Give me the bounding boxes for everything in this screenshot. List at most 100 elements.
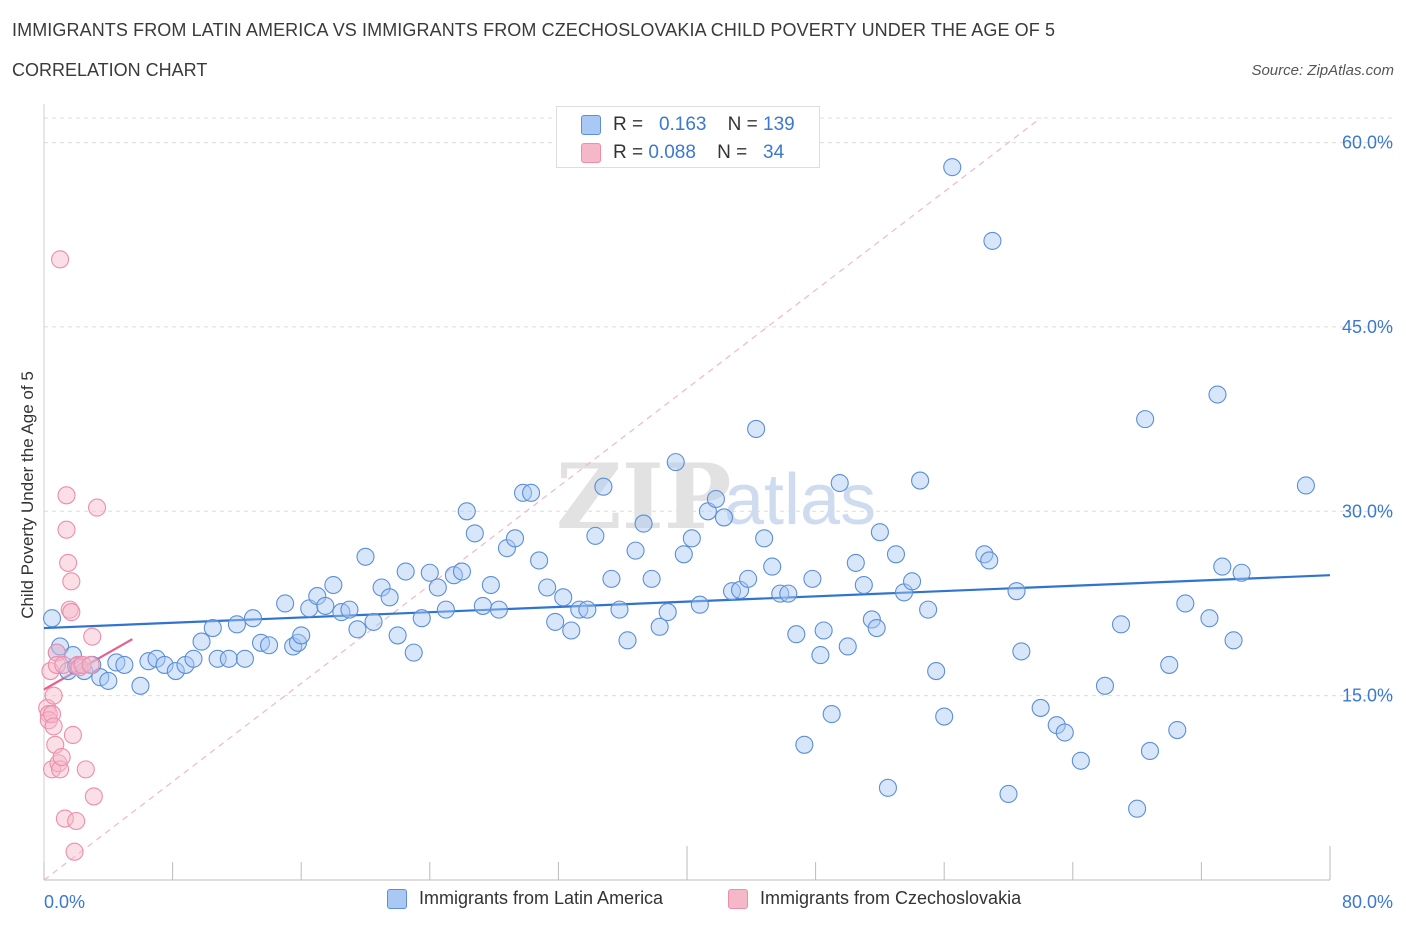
legend-label-czechoslovakia: Immigrants from Czechoslovakia — [760, 888, 1022, 908]
data-point — [340, 600, 359, 619]
r-value: 0.088 — [648, 142, 696, 163]
data-point — [166, 662, 185, 681]
data-point — [838, 637, 857, 656]
data-point — [42, 609, 62, 628]
data-point — [436, 600, 455, 619]
data-point — [1055, 723, 1074, 742]
data-point — [980, 551, 999, 570]
data-point — [54, 655, 73, 674]
series-latin-america — [42, 158, 1315, 818]
data-point — [62, 603, 81, 622]
data-point — [714, 508, 734, 527]
data-point — [522, 483, 541, 502]
data-point — [420, 563, 439, 582]
data-point — [983, 231, 1002, 250]
legend-swatch-czechoslovakia — [728, 888, 748, 909]
axes — [43, 104, 1331, 881]
stats-row-czechoslovakia: R = 0.088 N = 34 — [581, 139, 784, 167]
data-point — [404, 643, 423, 662]
x-tick-label: 0.0% — [44, 892, 85, 912]
data-point — [481, 575, 500, 595]
data-point — [155, 655, 174, 674]
legend-item-czechoslovakia[interactable]: Immigrants from Czechoslovakia — [728, 888, 1021, 909]
y-tick-label: 15.0% — [1342, 686, 1393, 706]
data-point — [1071, 751, 1090, 770]
data-point — [1012, 642, 1031, 661]
data-point — [927, 662, 946, 681]
n-label: N = — [717, 142, 748, 163]
data-point — [867, 618, 886, 638]
data-point — [87, 498, 107, 517]
data-point — [870, 523, 889, 542]
data-point — [779, 584, 798, 603]
data-point — [1224, 631, 1243, 650]
data-point — [594, 477, 613, 496]
data-point — [1200, 609, 1219, 628]
data-point — [919, 600, 938, 619]
data-point — [292, 626, 311, 645]
legend-item-latin-america[interactable]: Immigrants from Latin America — [387, 888, 663, 909]
series-czechoslovakia — [38, 250, 107, 861]
data-point — [586, 526, 605, 545]
trend-line-latin-america — [43, 574, 1331, 630]
data-point — [706, 489, 725, 509]
data-point — [862, 610, 881, 629]
data-point — [1176, 594, 1195, 613]
legend: Immigrants from Latin America Immigrants… — [0, 888, 1406, 918]
data-point — [562, 621, 581, 640]
data-point — [642, 569, 661, 588]
data-point — [814, 621, 833, 640]
data-point — [747, 419, 766, 438]
trend-lines — [43, 574, 1331, 691]
data-point — [830, 473, 849, 493]
data-point — [911, 471, 930, 490]
data-point — [1031, 698, 1050, 717]
n-value: 34 — [763, 142, 785, 163]
data-point — [76, 760, 95, 779]
data-point — [465, 524, 484, 543]
data-point — [658, 603, 677, 622]
data-point — [1007, 582, 1026, 601]
data-point — [473, 596, 492, 615]
data-point — [674, 545, 693, 564]
data-point — [203, 618, 222, 638]
y-tick-label: 30.0% — [1342, 501, 1393, 521]
data-point — [396, 562, 415, 581]
data-point — [811, 646, 830, 665]
reference-diagonal-line — [43, 117, 1042, 881]
data-point — [364, 612, 383, 631]
data-point — [70, 658, 89, 677]
data-point — [243, 609, 263, 628]
data-point — [44, 686, 63, 705]
data-point — [554, 588, 573, 607]
data-point — [63, 725, 82, 745]
chart-title: IMMIGRANTS FROM LATIN AMERICA VS IMMIGRA… — [12, 20, 1056, 40]
data-points — [38, 158, 1315, 861]
data-point — [44, 717, 63, 736]
data-point — [1160, 655, 1179, 674]
r-label: R = — [613, 142, 644, 163]
data-point — [878, 778, 897, 797]
data-point — [854, 575, 873, 595]
data-point — [1168, 721, 1187, 740]
data-point — [1296, 476, 1315, 495]
legend-label-latin-america: Immigrants from Latin America — [419, 888, 664, 908]
data-point — [610, 600, 629, 619]
data-point — [618, 631, 637, 650]
data-point — [348, 620, 367, 639]
data-point — [546, 612, 565, 631]
data-point — [634, 514, 653, 533]
data-point — [324, 575, 343, 595]
data-point — [131, 676, 150, 695]
watermark-atlas: atlas — [724, 460, 876, 540]
data-point — [356, 547, 375, 566]
data-point — [739, 569, 758, 588]
data-point — [1136, 410, 1155, 429]
data-point — [115, 655, 134, 674]
data-point — [975, 545, 994, 564]
legend-swatch-latin-america — [387, 888, 407, 909]
data-point — [67, 811, 86, 831]
data-point — [428, 578, 447, 597]
data-point — [316, 596, 335, 615]
data-point — [943, 158, 962, 177]
